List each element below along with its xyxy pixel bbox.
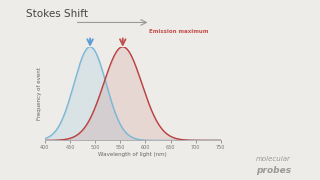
- Text: probes: probes: [256, 166, 291, 175]
- Y-axis label: Frequency of event: Frequency of event: [37, 67, 42, 120]
- Text: Stokes Shift: Stokes Shift: [26, 9, 88, 19]
- X-axis label: Wavelength of light (nm): Wavelength of light (nm): [99, 152, 167, 157]
- Text: Emission maximum: Emission maximum: [148, 29, 208, 34]
- Text: molecular: molecular: [256, 156, 291, 162]
